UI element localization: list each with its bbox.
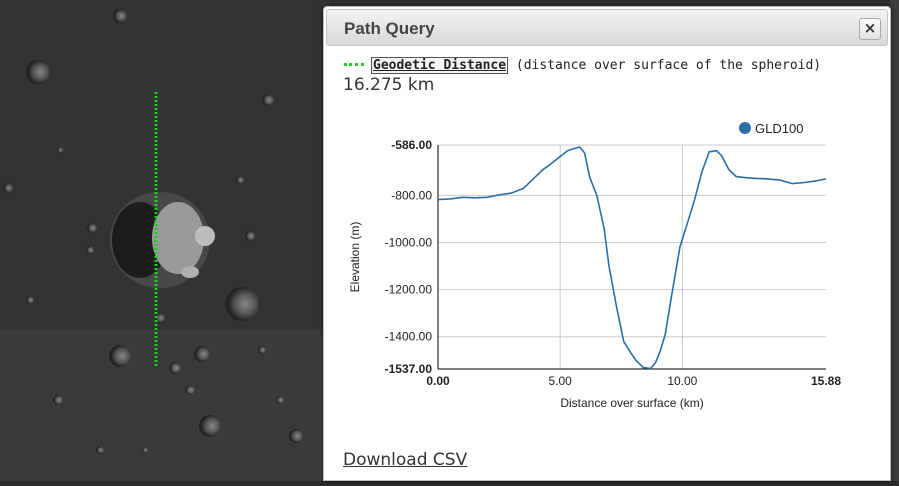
x-tick-label: 15.88 <box>811 374 841 388</box>
download-csv-link[interactable]: Download CSV <box>343 450 468 470</box>
y-tick-label: -800.00 <box>391 188 432 202</box>
y-tick-label: -1200.00 <box>385 283 433 297</box>
y-axis-title: Elevation (m) <box>348 222 362 293</box>
elevation-chart-svg: -586.00 -800.00 -1000.00 -1200.00 -1400.00 -1… <box>348 121 841 410</box>
distance-note: (distance over surface of the spheroid) <box>508 58 822 73</box>
y-tick-label: -1000.00 <box>385 236 433 250</box>
legend-label: GLD100 <box>755 121 803 136</box>
geodetic-distance-link[interactable]: Geodetic Distance <box>371 57 509 74</box>
series-line-gld100[interactable] <box>437 146 827 370</box>
close-button[interactable]: × <box>859 18 881 40</box>
distance-value: 16.275 km <box>343 75 435 95</box>
y-tick-label: -1537.00 <box>385 362 433 376</box>
x-tick-label: 5.00 <box>548 374 572 388</box>
x-tick-label: 10.00 <box>667 374 697 388</box>
legend-marker <box>739 122 751 134</box>
close-icon: × <box>863 19 877 37</box>
elevation-profile-chart: -586.00 -800.00 -1000.00 -1200.00 -1400.00 -1… <box>341 113 851 428</box>
distance-label: Geodetic Distance (distance over surface… <box>371 57 822 74</box>
dialog-titlebar[interactable]: Path Query × <box>326 9 888 46</box>
path-query-dialog: Path Query × Geodetic Distance (distance… <box>323 6 891 481</box>
y-tick-label: -1400.00 <box>385 330 433 344</box>
x-tick-label: 0.00 <box>426 374 450 388</box>
dotted-line-legend-icon <box>344 63 364 66</box>
x-axis-title: Distance over surface (km) <box>560 396 703 410</box>
dialog-title: Path Query <box>344 19 435 38</box>
y-tick-label: -586.00 <box>391 138 432 152</box>
